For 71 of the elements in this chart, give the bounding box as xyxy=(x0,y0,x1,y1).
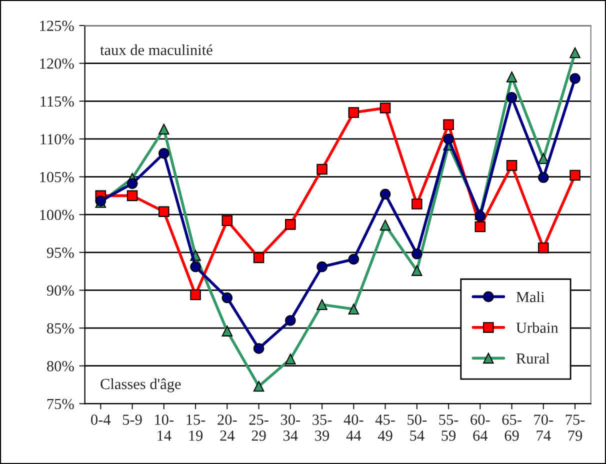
legend-label: Urbain xyxy=(516,322,558,333)
x-tick-label: 40- 44 xyxy=(344,414,364,441)
point xyxy=(412,265,422,276)
x-tick-label: 10- 14 xyxy=(155,414,174,441)
point xyxy=(285,315,296,326)
x-tick-label: 35- 39 xyxy=(312,414,332,441)
y-tick-label: 90% xyxy=(46,285,74,296)
legend-label: Rural xyxy=(516,352,550,364)
y-tick-label: 110% xyxy=(40,134,74,144)
x-tick-label: 30- 34 xyxy=(280,414,300,441)
point xyxy=(316,164,328,175)
point xyxy=(253,380,264,392)
point xyxy=(443,119,454,130)
x-tick-label: 75- 79 xyxy=(566,414,585,441)
point xyxy=(506,92,518,103)
point xyxy=(506,72,518,82)
point xyxy=(380,188,391,200)
point xyxy=(126,190,138,202)
x-tick-label: 55- 59 xyxy=(439,414,458,441)
point xyxy=(538,172,549,183)
x-tick-label: 20- 24 xyxy=(218,414,237,441)
point xyxy=(253,343,264,354)
x-tick-label: 45- 49 xyxy=(375,414,395,441)
annotation: Classes d'âge xyxy=(100,378,181,392)
point xyxy=(412,248,422,260)
x-tick-label: 60- 64 xyxy=(470,414,490,441)
y-tick-label: 75% xyxy=(47,398,74,410)
point xyxy=(253,252,264,264)
y-tick-label: 105% xyxy=(40,172,74,182)
y-tick-label: 120% xyxy=(40,58,74,69)
point xyxy=(158,124,170,135)
point xyxy=(506,160,518,171)
point xyxy=(158,206,170,217)
x-tick-label: 25- 29 xyxy=(249,414,268,441)
point xyxy=(348,304,360,315)
point xyxy=(570,170,580,181)
point xyxy=(380,220,391,231)
y-tick-label: 125% xyxy=(40,20,74,32)
y-tick-label: 80% xyxy=(47,361,74,372)
x-tick-label: 5-9 xyxy=(122,414,142,425)
point xyxy=(348,107,360,118)
point xyxy=(285,354,296,364)
annotation: taux de maculinité xyxy=(100,44,212,56)
point xyxy=(222,326,233,336)
point xyxy=(285,219,296,230)
legend-label: Mali xyxy=(516,291,544,302)
x-tick-label: 50- 54 xyxy=(408,414,427,441)
point xyxy=(158,148,170,159)
point xyxy=(570,47,580,58)
x-tick-label: 15- 19 xyxy=(186,414,206,441)
x-tick-label: 0-4 xyxy=(91,414,111,425)
x-tick-label: 65- 69 xyxy=(502,414,522,441)
y-tick-label: 85% xyxy=(47,323,74,334)
point xyxy=(316,261,328,272)
point xyxy=(570,73,580,84)
point xyxy=(316,299,328,310)
point xyxy=(474,221,486,232)
point xyxy=(412,198,422,210)
point xyxy=(380,102,391,114)
point xyxy=(222,215,233,226)
point xyxy=(222,292,233,304)
y-tick-label: 95% xyxy=(46,248,74,258)
point xyxy=(190,261,201,272)
y-tick-label: 100% xyxy=(40,210,74,220)
x-tick-label: 70- 74 xyxy=(534,414,554,441)
point xyxy=(443,134,454,144)
y-tick-label: 115% xyxy=(40,96,74,107)
point xyxy=(126,178,138,189)
point xyxy=(538,242,549,254)
point xyxy=(190,289,201,300)
point xyxy=(348,254,360,265)
